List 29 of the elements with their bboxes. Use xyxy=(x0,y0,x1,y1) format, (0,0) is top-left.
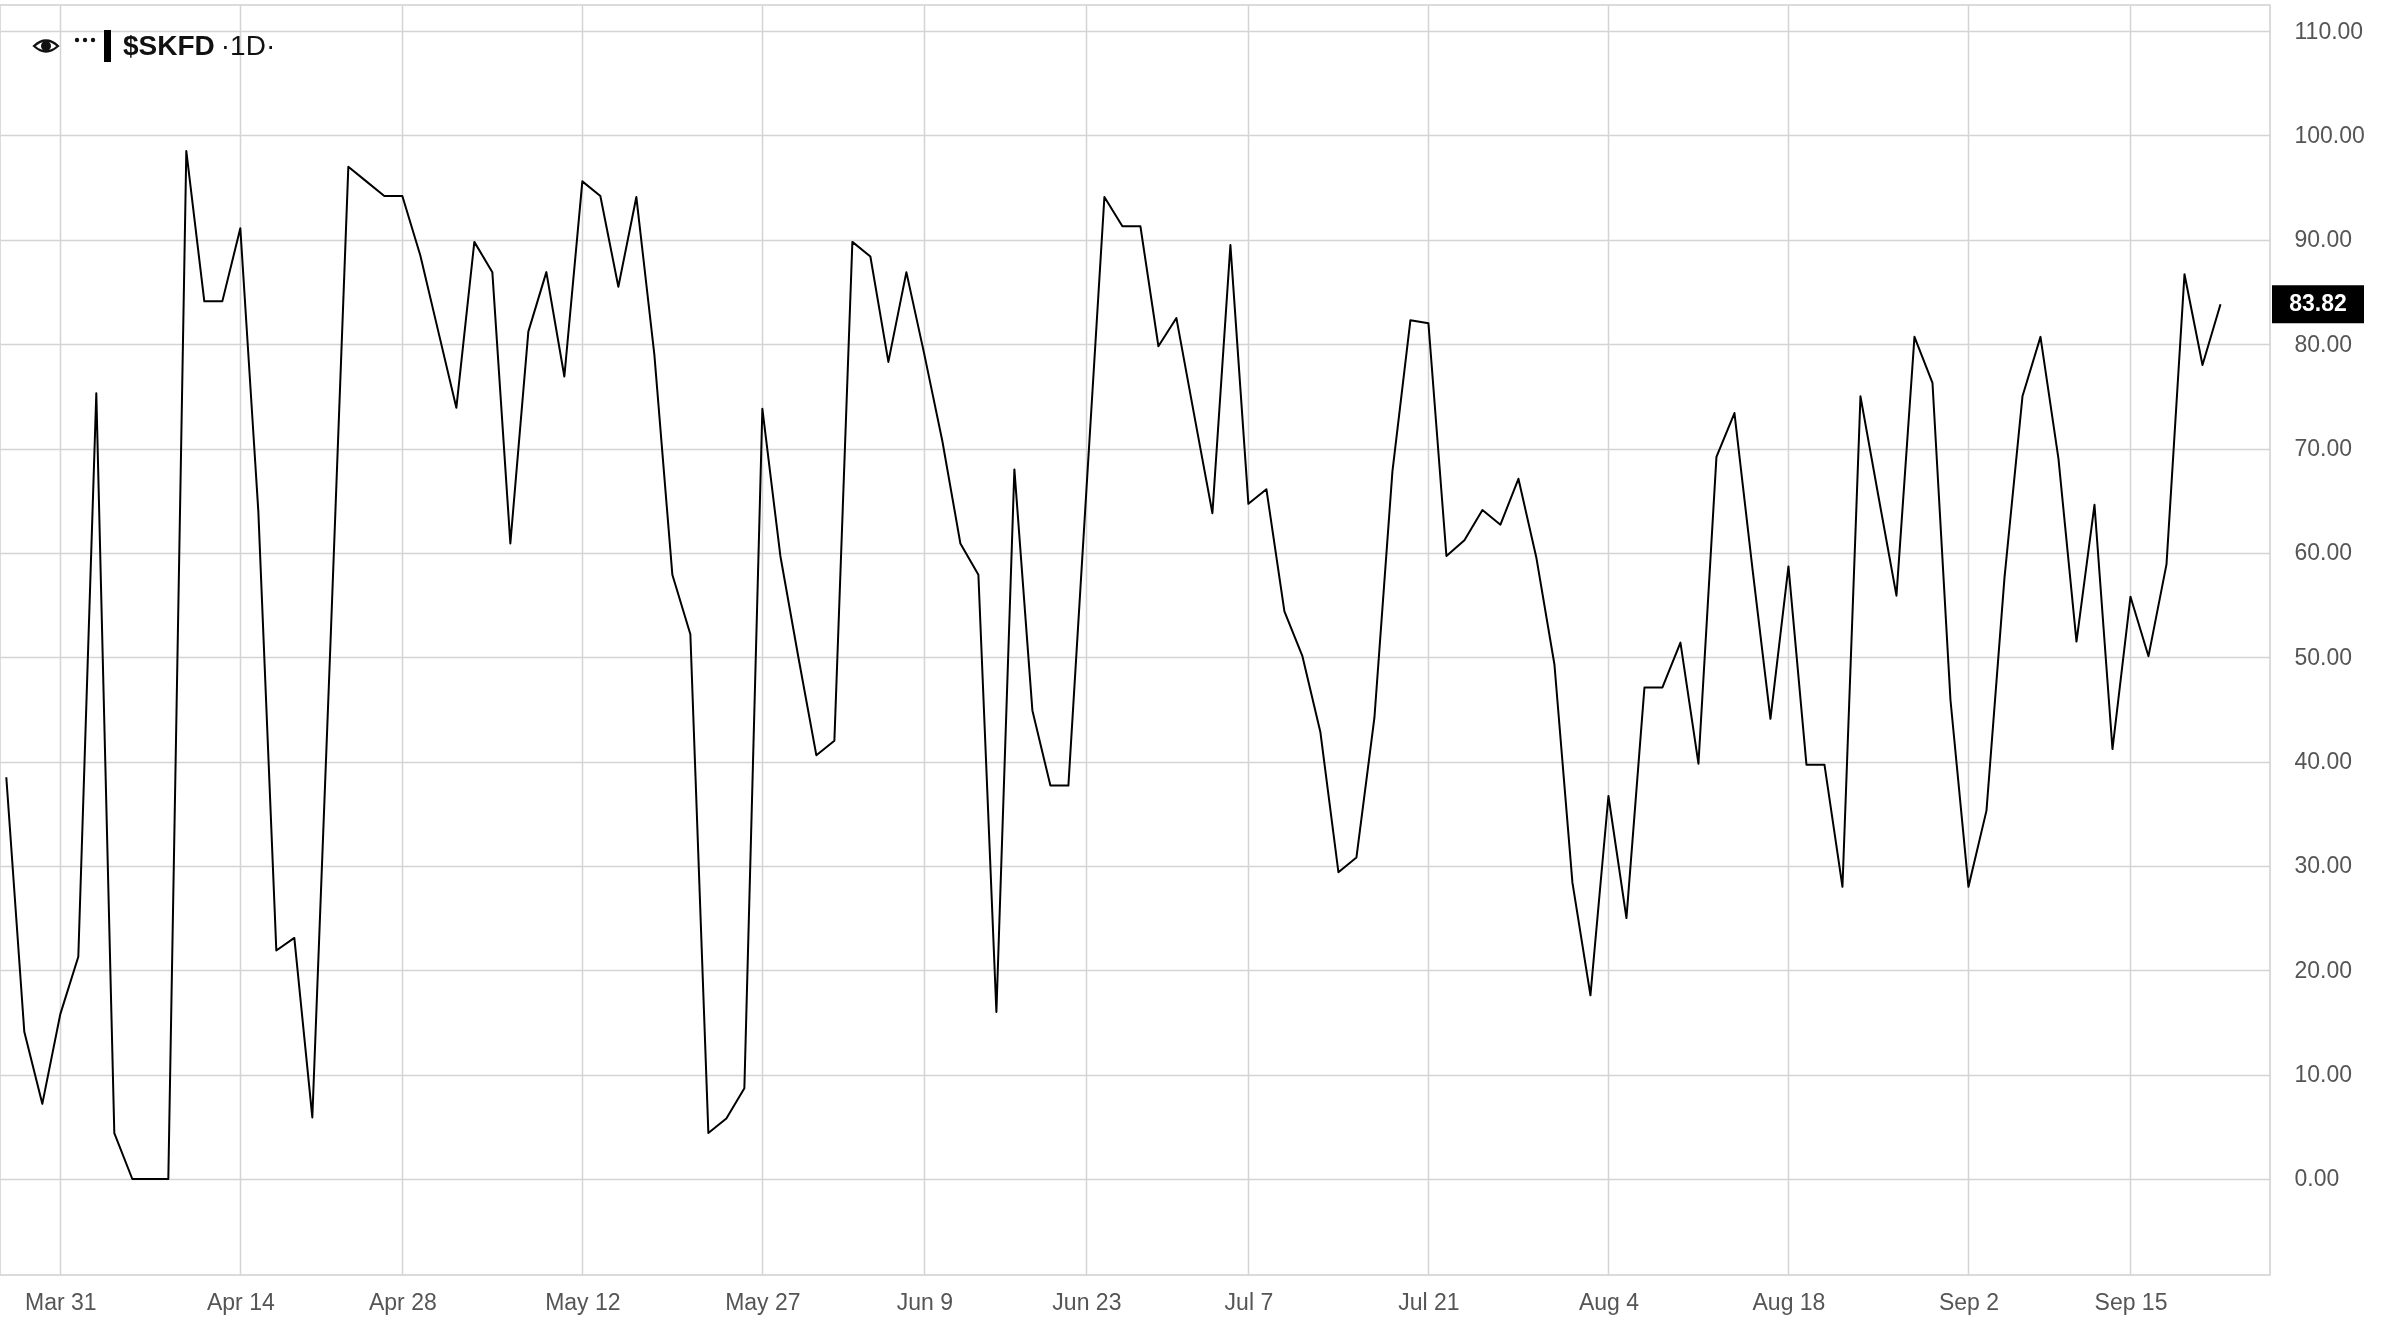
x-tick-label: Apr 14 xyxy=(206,1288,275,1315)
y-tick-label: 40.00 xyxy=(2294,748,2353,775)
x-tick-label: May 27 xyxy=(725,1288,801,1315)
x-tick-label: Aug 18 xyxy=(1752,1288,1826,1315)
text: $SKFD xyxy=(123,30,215,62)
y-tick-label: 100.00 xyxy=(2294,121,2365,148)
y-tick-label: 30.00 xyxy=(2294,852,2353,879)
x-tick-label: Jun 9 xyxy=(896,1288,954,1315)
y-tick-label: 90.00 xyxy=(2294,226,2353,253)
x-tick-label: Sep 2 xyxy=(1938,1288,2000,1315)
x-tick-label: Apr 28 xyxy=(368,1288,437,1315)
line-series xyxy=(5,150,2222,1180)
y-tick-label: 80.00 xyxy=(2294,330,2353,357)
y-tick-label: 20.00 xyxy=(2294,956,2353,983)
y-tick-label: 110.00 xyxy=(2294,17,2364,44)
y-tick-label: 60.00 xyxy=(2294,539,2353,566)
y-tick-label: 50.00 xyxy=(2294,643,2353,670)
text: ·1D· xyxy=(220,30,276,62)
x-tick-label: Jul 21 xyxy=(1398,1288,1460,1315)
y-tick-label: 10.00 xyxy=(2294,1061,2353,1088)
y-tick-label: 0.00 xyxy=(2294,1165,2340,1192)
x-tick-label: May 12 xyxy=(545,1288,621,1315)
x-tick-label: Jun 23 xyxy=(1052,1288,1122,1315)
y-tick-label: 70.00 xyxy=(2294,435,2353,462)
x-tick-label: Sep 15 xyxy=(2094,1288,2168,1315)
x-tick-label: Jul 7 xyxy=(1224,1288,1274,1315)
text: 83.82 xyxy=(2289,290,2347,317)
x-tick-label: Aug 4 xyxy=(1578,1288,1640,1315)
x-tick-label: Mar 31 xyxy=(25,1288,97,1315)
